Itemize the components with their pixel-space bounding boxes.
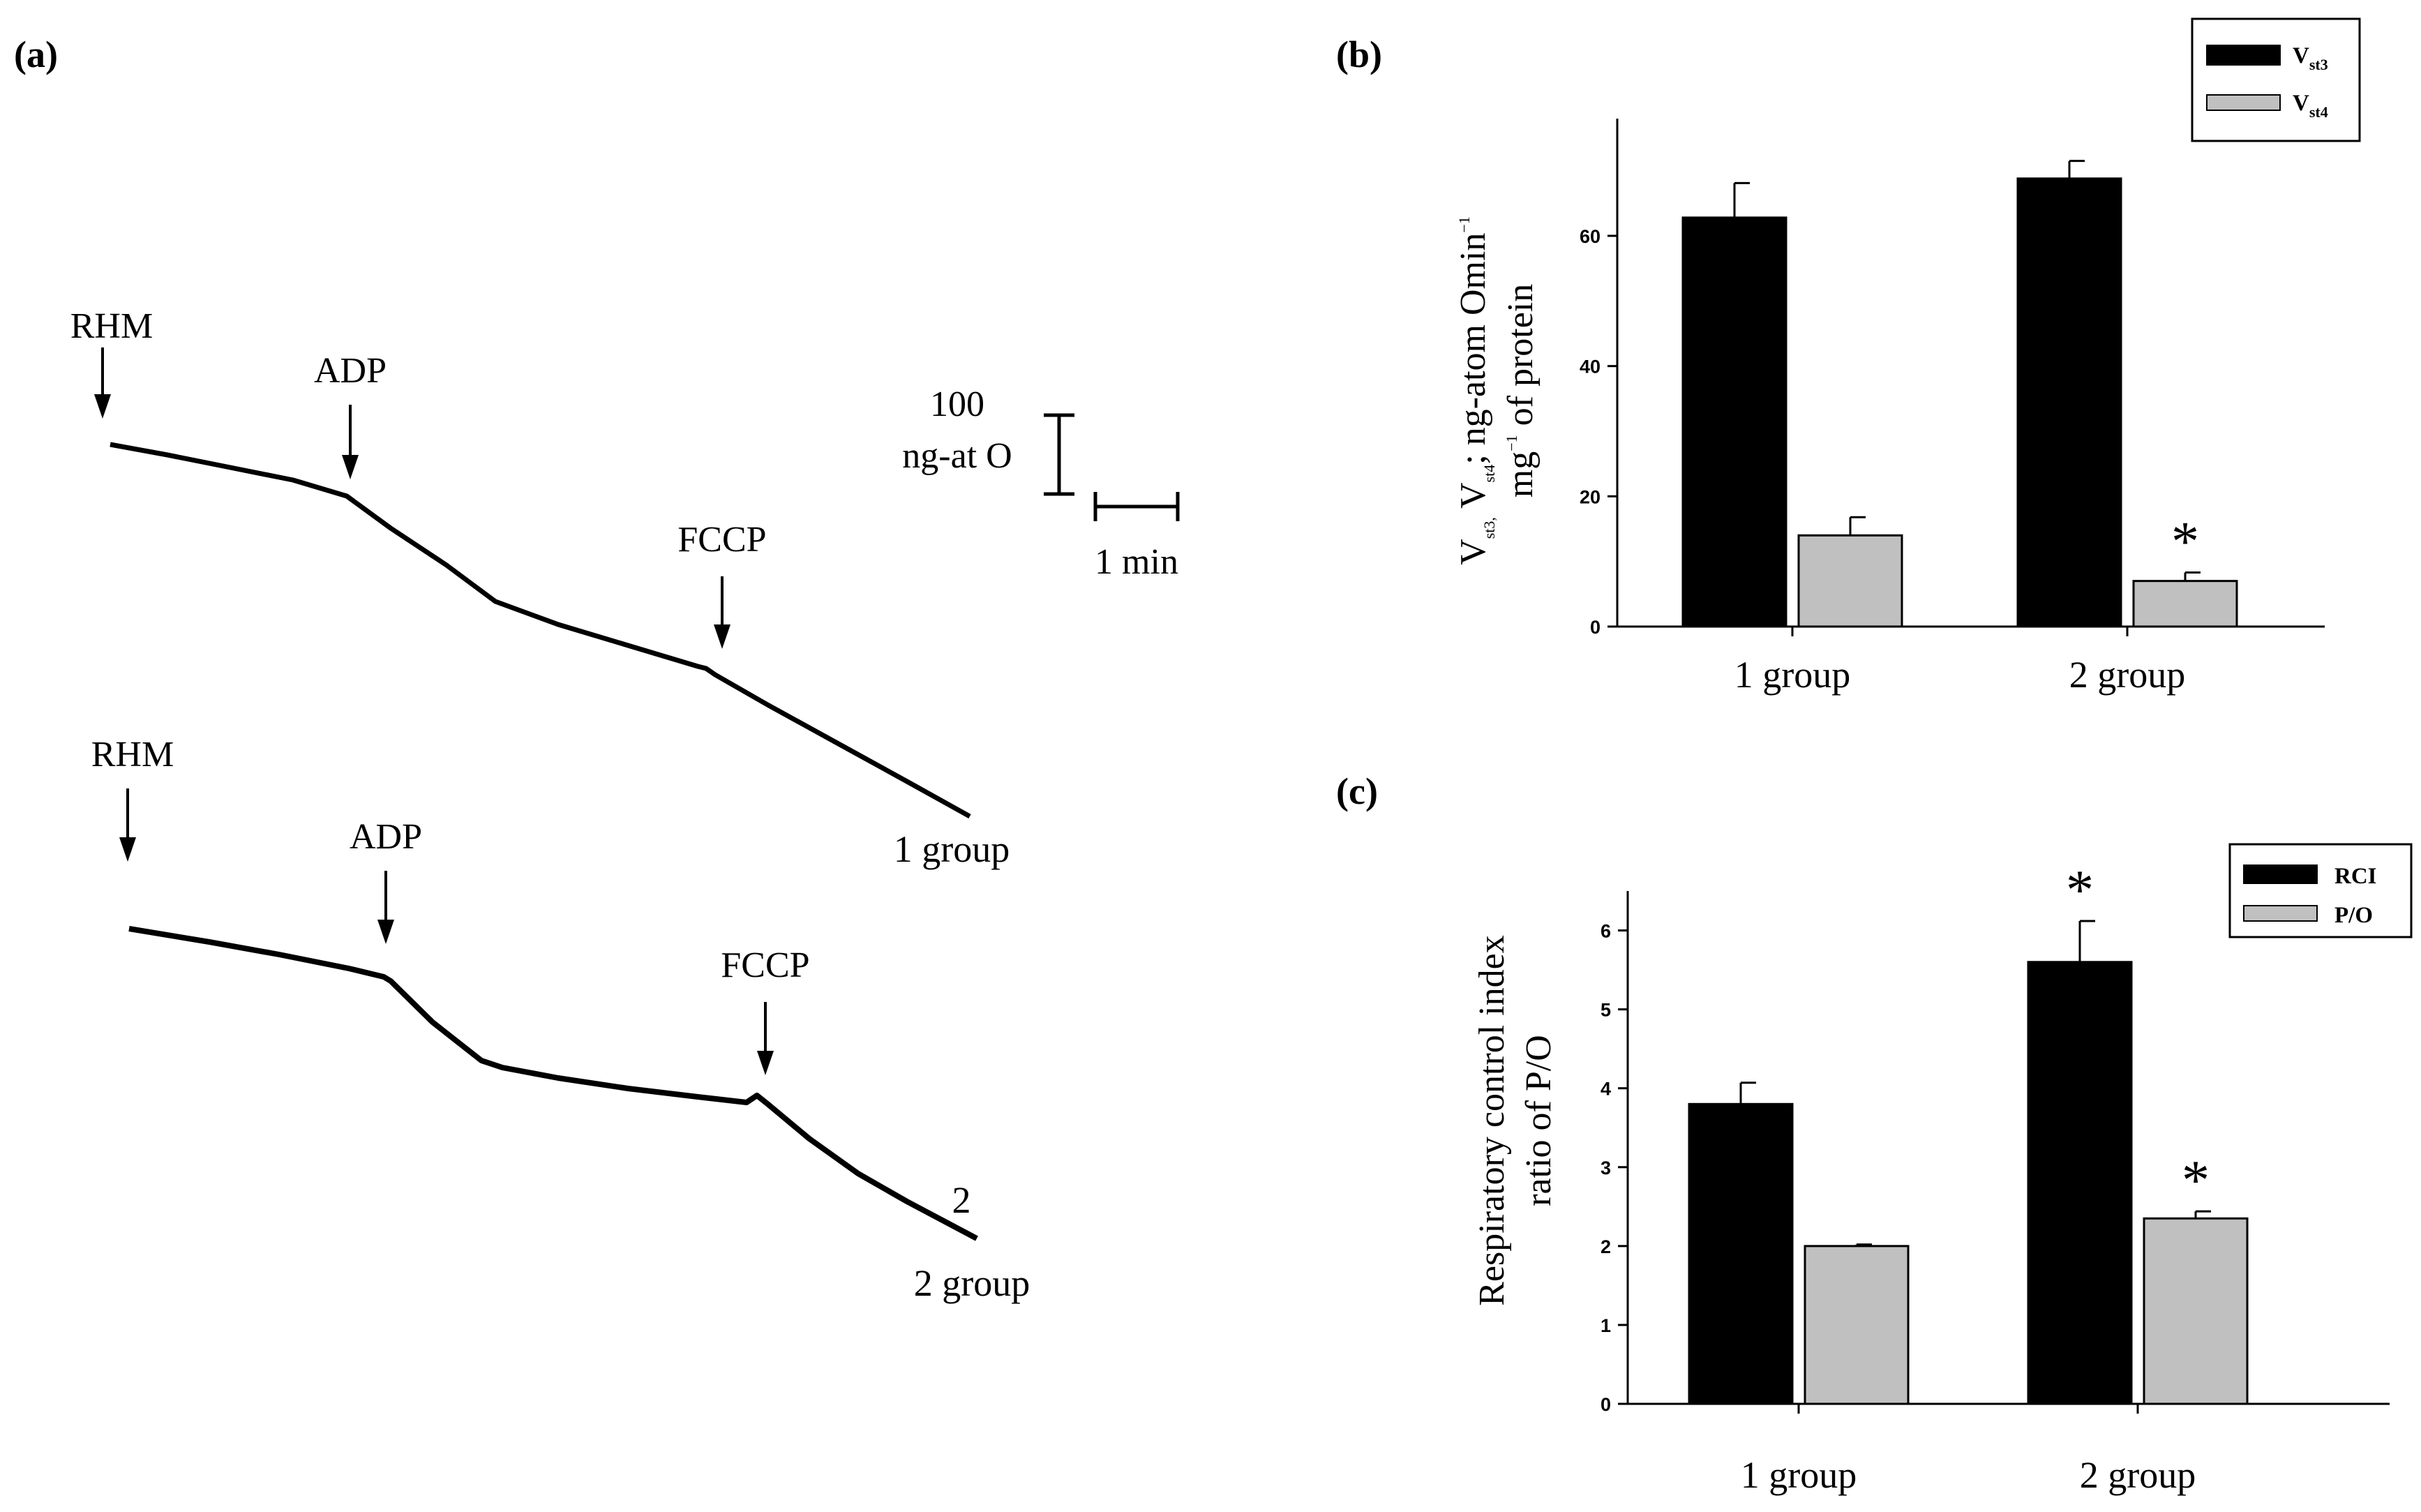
- bar-rci-2-group: [2027, 961, 2133, 1405]
- label-adp-1: ADP: [314, 351, 387, 391]
- chart-b-category-label: 2 group: [2069, 654, 2185, 696]
- chart-b-category-label: 1 group: [1734, 654, 1850, 696]
- arrow-rhm-1: [94, 347, 111, 419]
- arrow-fccp-1: [714, 576, 730, 649]
- significance-star: *: [2182, 1150, 2210, 1211]
- significance-star: *: [2066, 860, 2094, 921]
- bar-vst3-2-group: [2016, 177, 2122, 628]
- trace-2-group-label: 2 group: [914, 1262, 1030, 1304]
- bar-vst4-1-group: [1797, 534, 1903, 628]
- bar-vst4-2-group: [2132, 580, 2238, 628]
- label-adp-2: ADP: [350, 817, 422, 857]
- chart-b-ytick-label: 60: [1580, 226, 1601, 247]
- chart-b-ytick-label: 20: [1580, 486, 1601, 507]
- trace-2-number: 2: [952, 1179, 971, 1221]
- label-rhm-2: RHM: [91, 735, 174, 774]
- chart-c-legend: RCI P/O: [2228, 843, 2413, 938]
- chart-c-ytick-label: 6: [1601, 921, 1611, 942]
- chart-b: (b) Vst3, Vst4; ng-atom Omin−1 mg−1 of p…: [1336, 17, 2361, 696]
- chart-c-category-label: 2 group: [2080, 1454, 2196, 1496]
- bar-rci-1-group: [1688, 1102, 1794, 1405]
- trace-1-group-label: 1 group: [894, 828, 1010, 870]
- significance-star: *: [2171, 511, 2199, 573]
- chart-c-category-label: 1 group: [1741, 1454, 1857, 1496]
- legend-swatch-rci: [2243, 864, 2318, 884]
- chart-c-ylabel-line2: ratio of P/O: [1519, 1035, 1559, 1206]
- arrow-rhm-2: [119, 788, 136, 862]
- legend-swatch-vst3: [2206, 45, 2281, 66]
- label-fccp-2: FCCP: [721, 945, 809, 985]
- panel-c-label: (c): [1336, 770, 1378, 812]
- bar-vst3-1-group: [1681, 216, 1787, 628]
- bar-po-2-group: [2143, 1217, 2249, 1405]
- label-fccp-1: FCCP: [677, 520, 766, 560]
- legend-swatch-vst4: [2206, 94, 2281, 111]
- chart-c-ytick-label: 1: [1601, 1315, 1611, 1336]
- time-scale-label: 1 min: [1095, 542, 1178, 582]
- chart-c-ytick-label: 2: [1601, 1236, 1611, 1257]
- chart-c-ytick-label: 5: [1601, 1000, 1611, 1021]
- chart-b-ylabel-line1: Vst3, Vst4; ng-atom Omin−1: [1453, 216, 1498, 565]
- oxygraph-trace-2: RHM ADP FCCP 2 2 group: [91, 735, 1030, 1304]
- panel-a-label: (a): [14, 33, 58, 75]
- legend-label-vst4: Vst4: [2293, 91, 2328, 121]
- chart-b-legend: Vst3 Vst4: [2191, 17, 2361, 142]
- legend-label-po: P/O: [2334, 903, 2373, 928]
- arrow-fccp-2: [757, 1002, 774, 1075]
- bar-po-1-group: [1804, 1245, 1910, 1405]
- legend-label-rci: RCI: [2334, 864, 2377, 889]
- chart-c-legend-box: [2228, 843, 2413, 938]
- o2-scale-value: 100: [930, 384, 984, 424]
- chart-c-ytick-label: 0: [1601, 1394, 1611, 1415]
- chart-c-ylabel-line1: Respiratory control index: [1472, 935, 1512, 1305]
- legend-swatch-po: [2243, 905, 2318, 922]
- arrow-adp-2: [377, 871, 394, 944]
- chart-c-ytick-label: 4: [1601, 1079, 1611, 1100]
- legend-label-vst3: Vst3: [2293, 43, 2328, 73]
- chart-c: (c) Respiratory control index ratio of P…: [1336, 770, 2413, 1496]
- chart-b-legend-box: [2191, 17, 2361, 142]
- chart-b-ylabel-line2: mg−1 of protein: [1501, 284, 1541, 497]
- panel-b-label: (b): [1336, 33, 1382, 75]
- trace-2-line: [128, 926, 978, 1241]
- oxygraph-trace-1: RHM ADP FCCP 1 group: [70, 306, 1010, 870]
- scale-bars: 100 ng-at O 1 min: [902, 384, 1180, 582]
- chart-c-ytick-label: 3: [1601, 1158, 1611, 1178]
- chart-b-ytick-label: 40: [1580, 357, 1601, 377]
- o2-scale-unit: ng-at O: [902, 436, 1012, 476]
- trace-1-line: [110, 442, 971, 819]
- label-rhm-1: RHM: [70, 306, 153, 346]
- chart-b-ytick-label: 0: [1590, 617, 1601, 638]
- arrow-adp-1: [342, 405, 359, 479]
